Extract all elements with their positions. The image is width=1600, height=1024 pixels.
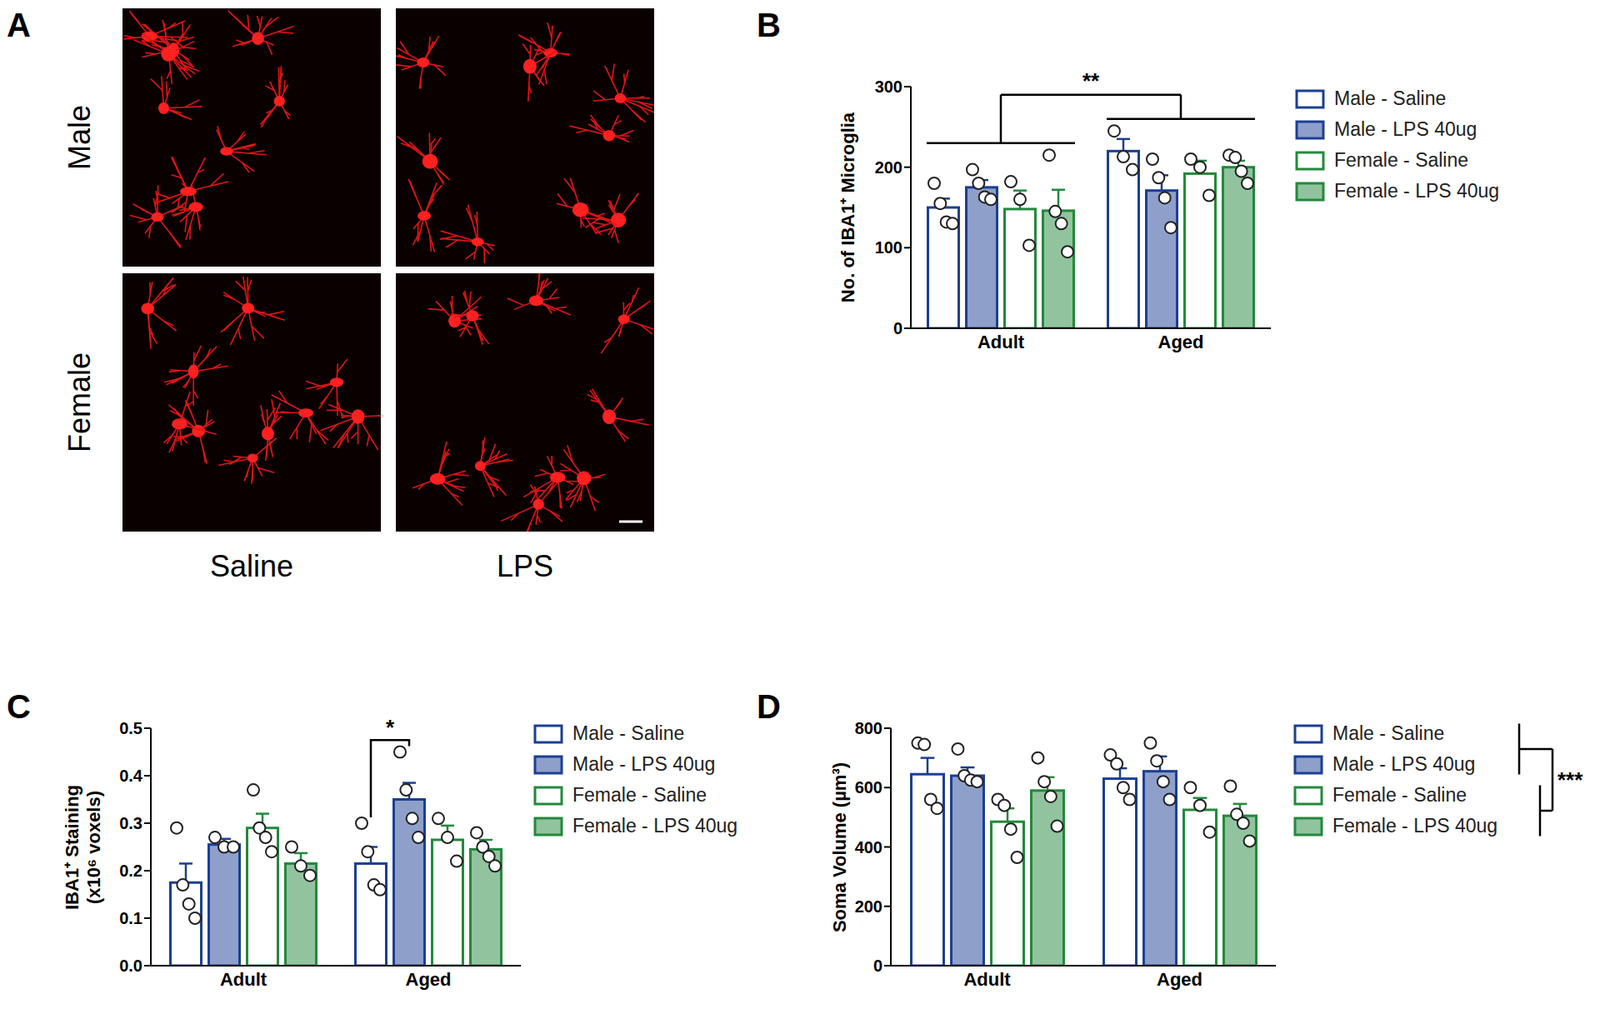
html-text:Male - LPS 40ug: Male - LPS 40ug — [572, 753, 716, 775]
html-text:LPS: LPS — [496, 549, 554, 584]
svg-text:***: *** — [1557, 767, 1584, 793]
svg-text:0.3: 0.3 — [119, 814, 143, 833]
html-text:D: D — [756, 688, 781, 725]
svg-text:Aged: Aged — [1158, 331, 1205, 353]
html-text:Male - LPS 40ug: Male - LPS 40ug — [1334, 118, 1477, 140]
html-text:C: C — [6, 688, 31, 725]
html-text:Female - LPS 40ug: Female - LPS 40ug — [572, 815, 738, 837]
html-text:Female - Saline: Female - Saline — [572, 784, 707, 806]
html-text:IBA1⁺ Staining: IBA1⁺ Staining — [61, 784, 83, 910]
html-text:Female - Saline: Female - Saline — [1332, 784, 1467, 806]
svg-text:0.5: 0.5 — [119, 719, 143, 738]
svg-text:0: 0 — [873, 956, 883, 975]
svg-text:400: 400 — [855, 838, 883, 857]
html-text:A: A — [6, 6, 31, 44]
html-text:Male: Male — [62, 105, 97, 170]
svg-text:0.1: 0.1 — [119, 909, 143, 928]
svg-text:Aged: Aged — [1156, 969, 1203, 990]
svg-text:100: 100 — [875, 238, 903, 257]
html-text:(x10⁶ voxels): (x10⁶ voxels) — [83, 790, 105, 904]
svg-text:600: 600 — [855, 778, 883, 797]
html-text:Soma Volume (µm³): Soma Volume (µm³) — [829, 762, 850, 933]
html-text:Female: Female — [62, 352, 97, 453]
svg-text:Aged: Aged — [405, 969, 452, 990]
html-text:Female - LPS 40ug: Female - LPS 40ug — [1334, 180, 1500, 202]
svg-text:Adult: Adult — [220, 969, 268, 990]
svg-text:200: 200 — [875, 158, 903, 177]
svg-text:0: 0 — [893, 319, 903, 338]
html-text:Female - LPS 40ug: Female - LPS 40ug — [1332, 815, 1498, 837]
svg-text:*: * — [385, 715, 395, 740]
html-text:Male - Saline: Male - Saline — [1334, 87, 1446, 110]
svg-text:**: ** — [1082, 68, 1100, 94]
html-text:Male - Saline: Male - Saline — [1332, 722, 1445, 745]
html-text:Male - Saline: Male - Saline — [572, 722, 685, 745]
html-text:Male - LPS 40ug: Male - LPS 40ug — [1332, 753, 1476, 775]
svg-text:Adult: Adult — [963, 969, 1011, 990]
svg-text:Adult: Adult — [977, 331, 1025, 353]
svg-text:0.2: 0.2 — [119, 861, 143, 880]
svg-text:300: 300 — [875, 77, 903, 96]
html-text:B: B — [756, 6, 781, 44]
svg-text:200: 200 — [855, 897, 883, 916]
svg-text:0.0: 0.0 — [119, 956, 143, 975]
html-text:No. of IBA1⁺ Microglia: No. of IBA1⁺ Microglia — [837, 112, 859, 303]
svg-text:800: 800 — [855, 719, 883, 738]
svg-text:0.4: 0.4 — [119, 766, 144, 785]
html-text:Female - Saline: Female - Saline — [1334, 149, 1469, 171]
html-text:Saline: Saline — [210, 549, 294, 584]
